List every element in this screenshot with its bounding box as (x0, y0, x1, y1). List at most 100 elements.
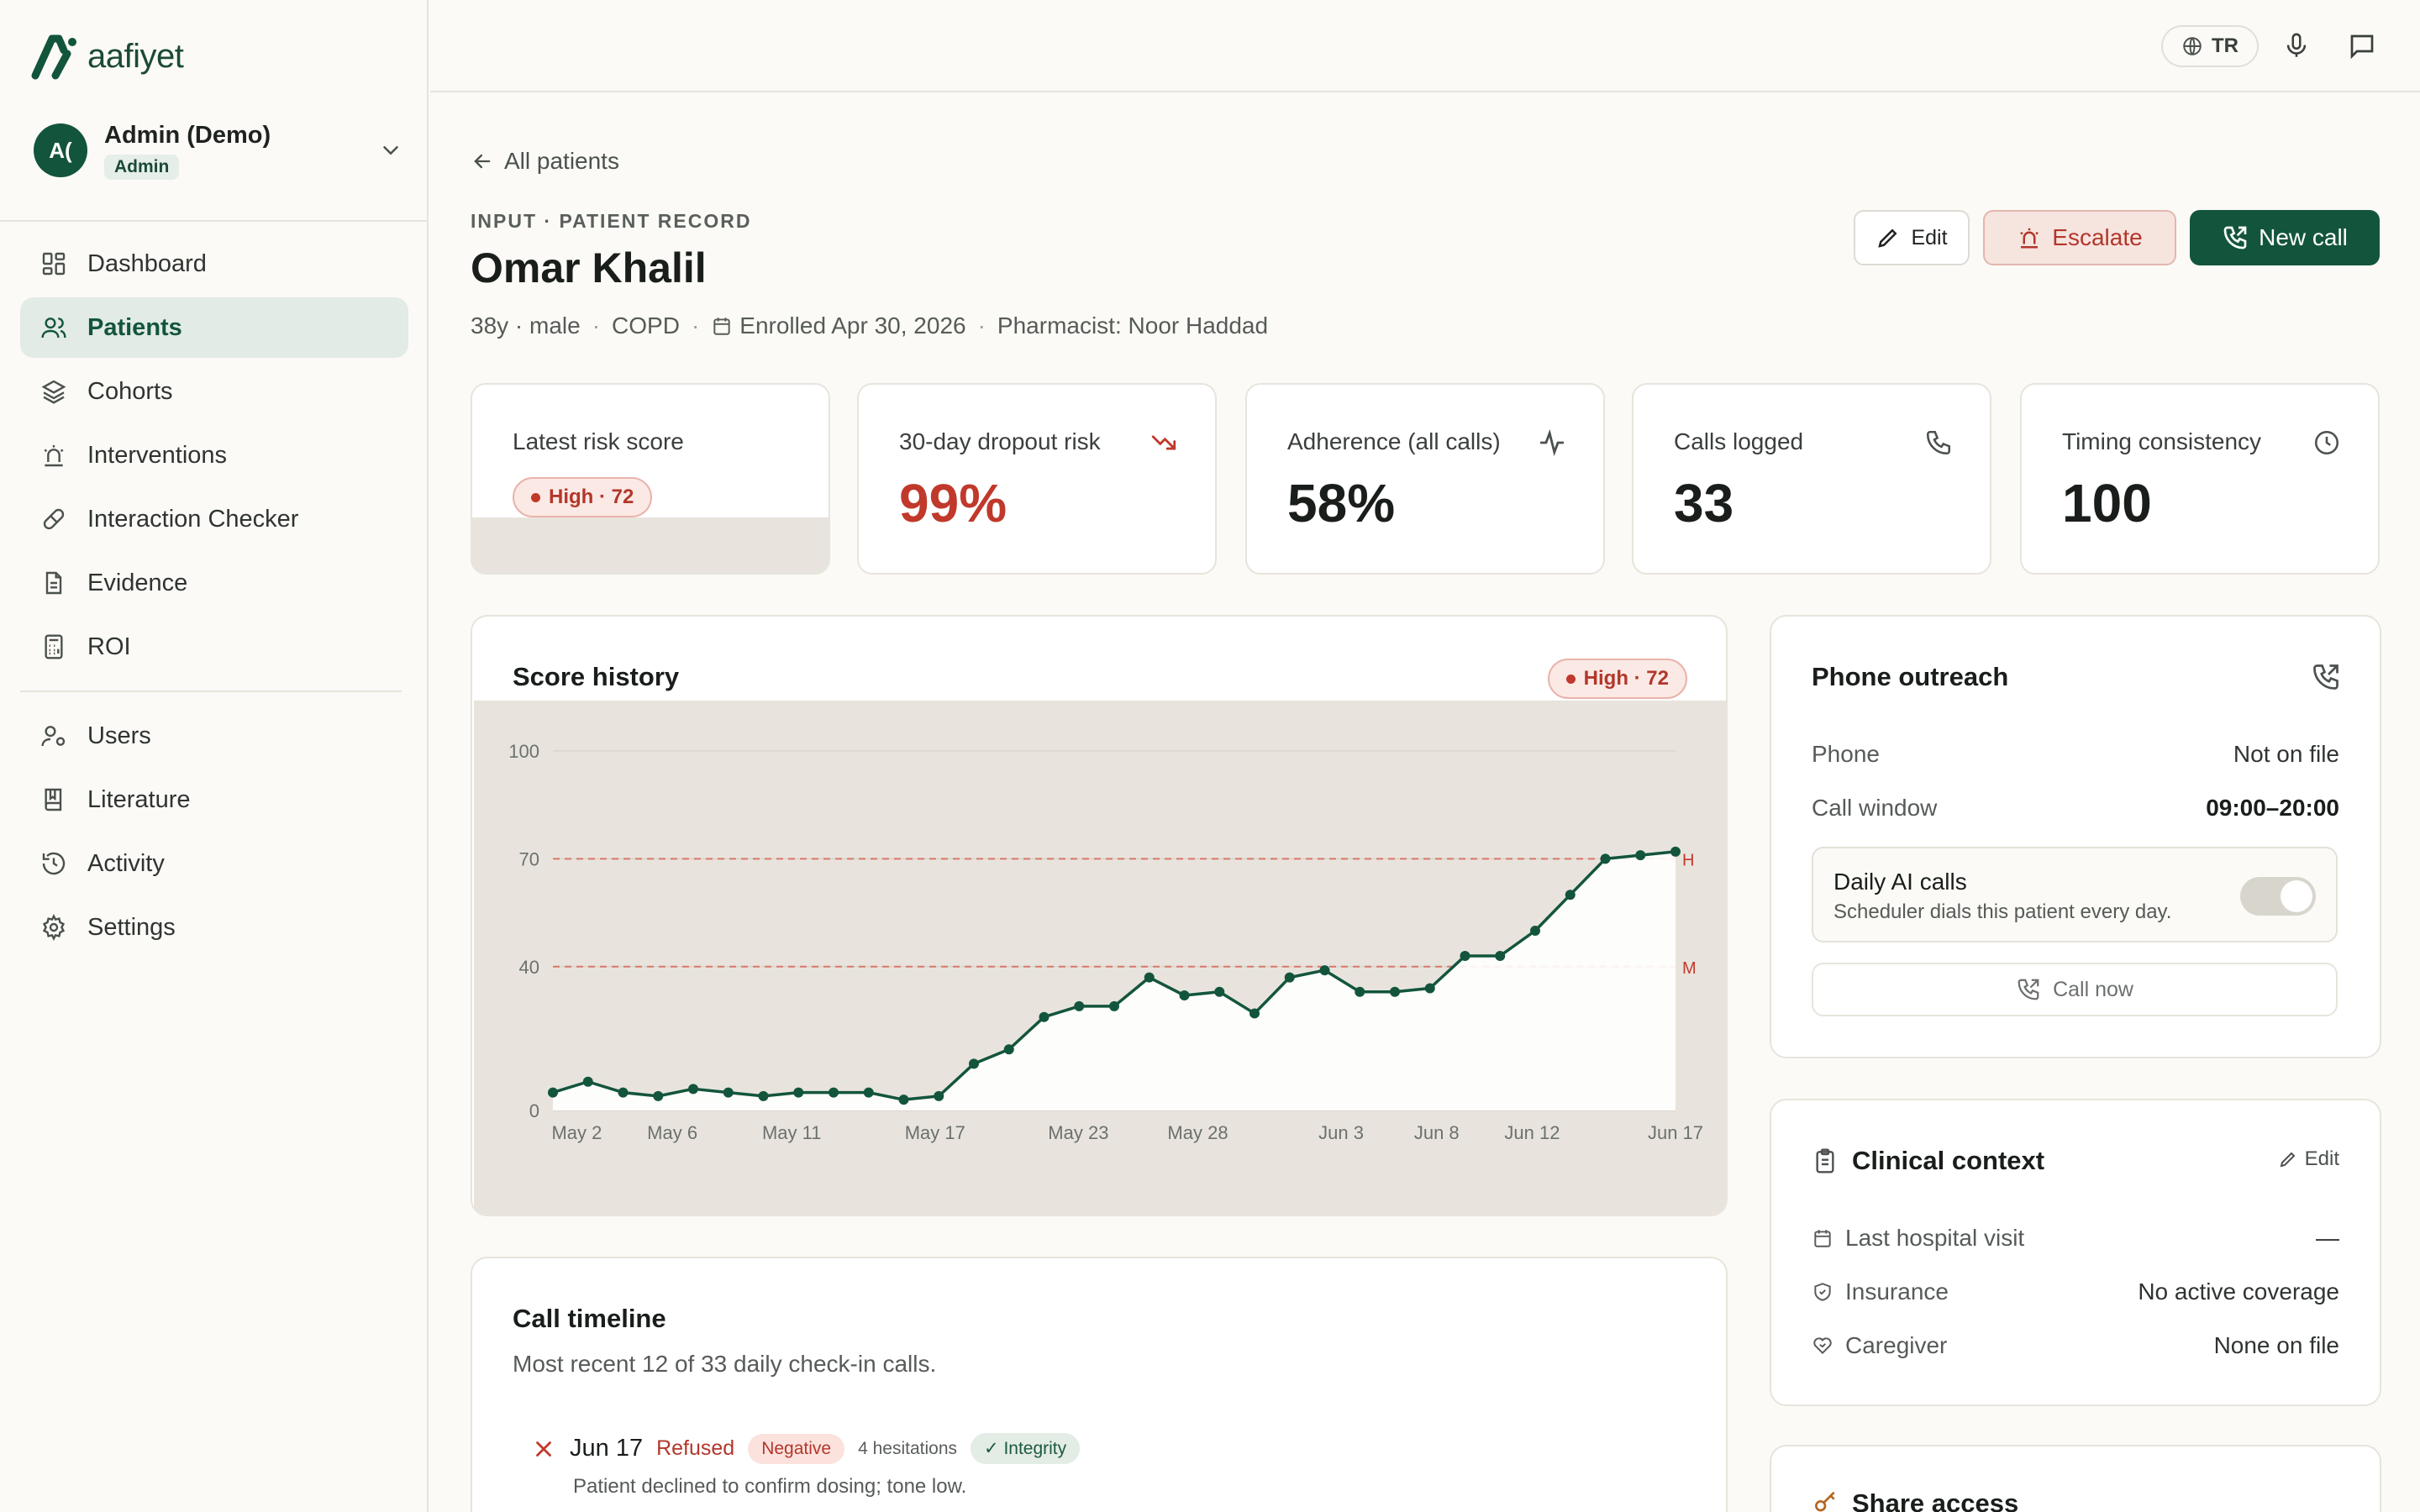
threshold-label: M (1682, 959, 1697, 978)
sidebar-item-interventions[interactable]: Interventions (20, 425, 408, 486)
document-icon (39, 568, 69, 598)
call-window-label: Call window (1812, 795, 1938, 821)
card-title: Share access (1852, 1488, 2019, 1512)
sidebar-item-interaction-checker[interactable]: Interaction Checker (20, 489, 408, 549)
hospital-value: — (2316, 1225, 2339, 1251)
microphone-button[interactable] (2277, 27, 2316, 66)
sidebar-item-users[interactable]: Users (20, 706, 408, 766)
escalate-button[interactable]: Escalate (1983, 210, 2176, 265)
messages-button[interactable] (2343, 27, 2381, 66)
data-point (548, 1087, 558, 1098)
chat-icon (2350, 34, 2374, 60)
data-point (1495, 950, 1506, 961)
sidebar-item-dashboard[interactable]: Dashboard (20, 234, 408, 294)
setting-title: Daily AI calls (1833, 869, 1967, 895)
sidebar-item-cohorts[interactable]: Cohorts (20, 361, 408, 422)
daily-ai-calls-toggle[interactable] (2240, 877, 2316, 916)
language-switcher[interactable]: TR (2161, 25, 2259, 67)
pencil-icon (1878, 228, 1897, 248)
data-point (1214, 986, 1225, 997)
hesitations-count: 4 hesitations (858, 1438, 958, 1458)
sidebar-item-roi[interactable]: ROI (20, 617, 408, 677)
sidebar-item-label: Settings (87, 913, 176, 941)
calculator-icon (39, 632, 69, 662)
data-point (1284, 972, 1295, 983)
data-point (582, 1076, 593, 1087)
brand-logo[interactable]: aafiyet (30, 32, 184, 81)
separator: · (691, 312, 700, 339)
phone-icon (1926, 430, 1951, 455)
caregiver-value: None on file (2213, 1332, 2339, 1358)
new-call-button[interactable]: New call (2190, 210, 2380, 265)
data-point (898, 1095, 909, 1105)
siren-icon (2020, 228, 2039, 249)
score-history-chart: 0 40 70 100 H M May 2 May 6 May 11 May 17 May 23 Ma… (508, 741, 1703, 1143)
share-access-card: Share access (1770, 1445, 2381, 1512)
user-switcher[interactable]: A( Admin (Demo) Admin (34, 121, 403, 180)
phone-outgoing-icon (2018, 979, 2039, 1000)
sidebar: aafiyet A( Admin (Demo) Admin Dashboard … (0, 0, 429, 1512)
x-tick-label: May 28 (1167, 1122, 1228, 1143)
timeline-item[interactable]: Jun 17 Refused Negative 4 hesitations ✓ … (531, 1433, 1081, 1464)
call-now-button[interactable]: Call now (1812, 963, 2338, 1016)
sidebar-item-patients[interactable]: Patients (20, 297, 408, 358)
data-point (758, 1090, 769, 1101)
data-point (1003, 1044, 1014, 1055)
sidebar-divider (20, 690, 402, 692)
phone-outreach-card: Phone outreach Phone Not on file Call wi… (1770, 615, 2381, 1058)
call-window-row: Call window 09:00–20:00 (1812, 795, 2339, 822)
data-point (1670, 846, 1681, 857)
edit-clinical-button[interactable]: Edit (2278, 1147, 2339, 1171)
stat-value: 33 (1674, 473, 1734, 533)
sidebar-divider (0, 220, 427, 222)
calendar-icon (713, 318, 730, 335)
user-name: Admin (Demo) (104, 121, 271, 149)
sidebar-item-settings[interactable]: Settings (20, 897, 408, 958)
x-tick-label: Jun 12 (1504, 1122, 1560, 1143)
edit-button[interactable]: Edit (1854, 210, 1970, 265)
condition: COPD (612, 312, 680, 339)
series-area (553, 851, 1676, 1110)
data-point (1460, 950, 1470, 961)
primary-nav: Dashboard Patients Cohorts Interventions… (20, 234, 408, 680)
sidebar-item-literature[interactable]: Literature (20, 769, 408, 830)
stat-card-timing: Timing consistency 100 (2020, 383, 2380, 575)
call-window-value: 09:00–20:00 (2206, 795, 2339, 821)
chevron-down-icon[interactable] (378, 138, 403, 163)
data-point (1249, 1008, 1260, 1019)
user-cog-icon (39, 721, 69, 751)
risk-badge-label: High · 72 (549, 486, 634, 508)
sidebar-item-activity[interactable]: Activity (20, 833, 408, 894)
hospital-visit-row: Last hospital visit — (1812, 1225, 2339, 1252)
data-point (1355, 986, 1365, 997)
siren-icon (39, 440, 69, 470)
globe-icon (2183, 37, 2202, 55)
shield-icon (1814, 1283, 1831, 1301)
edit-label: Edit (2304, 1147, 2339, 1170)
age-sex: 38y · male (471, 312, 581, 339)
sidebar-item-evidence[interactable]: Evidence (20, 553, 408, 613)
risk-badge: High · 72 (1547, 659, 1687, 699)
sidebar-item-label: Evidence (87, 569, 188, 596)
insurance-row: Insurance No active coverage (1812, 1278, 2339, 1305)
card-title: Call timeline (513, 1304, 666, 1333)
data-point (1039, 1011, 1050, 1022)
phone-label: Phone (1812, 741, 1880, 767)
status-dot (531, 492, 540, 502)
patient-meta: 38y · male · COPD · Enrolled Apr 30, 202… (471, 312, 1268, 339)
data-point (688, 1084, 698, 1095)
pencil-icon (2280, 1152, 2296, 1168)
escalate-button-label: Escalate (2052, 224, 2143, 250)
x-tick-label: May 6 (647, 1122, 697, 1143)
y-tick-label: 100 (508, 741, 539, 762)
card-title: Score history (513, 662, 680, 691)
phone-outgoing-icon (2313, 664, 2338, 690)
sidebar-item-label: Cohorts (87, 377, 173, 405)
heart-handshake-icon (1813, 1337, 1832, 1355)
calendar-icon (1814, 1230, 1831, 1247)
caregiver-label: Caregiver (1845, 1332, 1948, 1358)
back-link-label: All patients (504, 148, 619, 174)
book-icon (39, 785, 69, 815)
page-title: Omar Khalil (471, 244, 707, 291)
back-to-patients-link[interactable]: All patients (471, 148, 619, 175)
